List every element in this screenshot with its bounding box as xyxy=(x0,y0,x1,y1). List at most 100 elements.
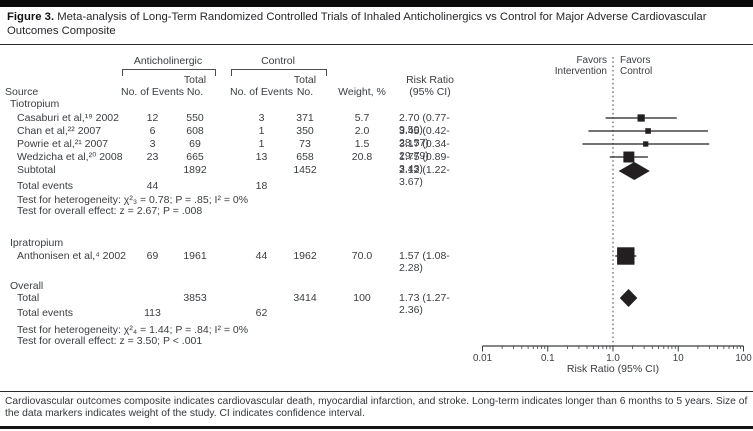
stats-text: Test for heterogeneity: χ²₄ = 1.44; P = … xyxy=(17,324,249,336)
total-events-label: Total events xyxy=(17,307,74,319)
risk-ratio-value: 2.70 (0.77-9.50) xyxy=(399,112,450,136)
total-anticholinergic: 3853 xyxy=(183,292,207,304)
total-anticholinergic: 608 xyxy=(186,125,204,137)
table-row-anthonisen: Anthonisen et al,⁴ 2002 69 1961 44 1962 … xyxy=(0,250,470,274)
total-control: 1452 xyxy=(293,164,317,176)
study-marker xyxy=(623,151,635,163)
study-marker xyxy=(645,128,651,134)
table-row-casaburi: Casaburi et al,¹⁹ 2002 12 550 3 371 5.7 … xyxy=(0,112,470,136)
col-header-source: Source xyxy=(5,86,39,98)
total-anticholinergic: 550 xyxy=(186,112,204,124)
stats-text: Test for overall effect: z = 3.50; P < .… xyxy=(17,335,203,347)
weight-value: 70.0 xyxy=(351,250,373,262)
stats-text: Test for heterogeneity: χ²₃ = 0.78; P = … xyxy=(17,194,249,206)
favors-intervention-label: Favors Intervention xyxy=(554,55,607,77)
col-header-events-control: No. of Events xyxy=(229,86,294,98)
events-control: 18 xyxy=(255,180,268,192)
axis-tick-label: 100 xyxy=(735,353,752,364)
events-anticholinergic: 6 xyxy=(149,125,156,137)
col-header-rr-line2: (95% CI) xyxy=(409,86,451,98)
risk-ratio-value: 3.45 (0.42-28.57) xyxy=(399,125,450,149)
control-bracket xyxy=(231,69,327,76)
group-header-control: Control xyxy=(261,55,295,67)
anticholinergic-bracket xyxy=(122,69,216,76)
study-label: Casaburi et al,¹⁹ 2002 xyxy=(17,112,119,124)
total-anticholinergic: 665 xyxy=(186,151,204,163)
section-label: Tiotropium xyxy=(10,98,60,110)
col-header-events-anticholinergic: No. of Events xyxy=(120,86,185,98)
col-header-total-line2: No. xyxy=(186,86,204,98)
subtotal-label: Subtotal xyxy=(17,164,56,176)
overall-effect-test-tiotropium: Test for overall effect: z = 2.67; P = .… xyxy=(0,205,470,217)
section-label: Overall xyxy=(10,280,44,292)
total-control: 1962 xyxy=(293,250,317,262)
total-events-label: Total events xyxy=(17,180,74,192)
col-header-weight: Weight, % xyxy=(338,86,386,98)
figure-caption: Cardiovascular outcomes composite indica… xyxy=(5,396,748,419)
figure-label: Figure 3. xyxy=(7,11,55,23)
heterogeneity-test-overall: Test for heterogeneity: χ²₄ = 1.44; P = … xyxy=(0,324,470,336)
study-label: Powrie et al,²¹ 2007 xyxy=(17,138,109,150)
risk-ratio-value: 2.12 (1.22-3.67) xyxy=(399,164,450,188)
heterogeneity-test-tiotropium: Test for heterogeneity: χ²₃ = 0.78; P = … xyxy=(0,194,470,206)
total-control: 3414 xyxy=(293,292,317,304)
events-control: 1 xyxy=(258,138,265,150)
col-header-risk-ratio: Risk Ratio (95% CI) xyxy=(398,74,462,98)
total-label: Total xyxy=(17,292,40,304)
events-control: 1 xyxy=(258,125,265,137)
study-label: Wedzicha et al,²⁰ 2008 xyxy=(17,151,123,163)
col-header-total-control: Total No. xyxy=(275,74,335,98)
axis-tick-label: 10 xyxy=(673,353,684,364)
total-anticholinergic: 69 xyxy=(189,138,201,150)
col-header-total-line1: Total xyxy=(183,74,207,86)
axis-tick-label: 0.1 xyxy=(541,353,555,364)
events-anticholinergic: 69 xyxy=(146,250,159,262)
total-control: 371 xyxy=(296,112,314,124)
table-row-subtotal: Subtotal 1892 1452 2.12 (1.22-3.67) xyxy=(0,164,470,188)
table-row-powrie: Powrie et al,²¹ 2007 3 69 1 73 1.5 3.17 … xyxy=(0,138,470,162)
events-anticholinergic: 12 xyxy=(146,112,159,124)
section-header-overall: Overall xyxy=(0,280,470,292)
events-anticholinergic: 23 xyxy=(146,151,159,163)
total-anticholinergic: 1892 xyxy=(183,164,207,176)
weight-value: 1.5 xyxy=(354,138,370,150)
table-row-total-events-overall: Total events 113 62 xyxy=(0,307,470,319)
caption-divider-top xyxy=(0,391,753,392)
stats-text: Test for overall effect: z = 2.67; P = .… xyxy=(17,205,203,217)
top-black-bar xyxy=(0,0,753,7)
axis-tick-label: 0.01 xyxy=(473,353,492,364)
col-header-total-anticholinergic: Total No. xyxy=(165,74,225,98)
title-divider xyxy=(0,44,753,45)
section-label: Ipratropium xyxy=(10,237,64,249)
total-control: 658 xyxy=(296,151,314,163)
overall-effect-test-overall: Test for overall effect: z = 3.50; P < .… xyxy=(0,335,470,347)
study-label: Chan et al,²² 2007 xyxy=(17,125,102,137)
pooled-diamond xyxy=(619,289,638,307)
weight-value: 5.7 xyxy=(354,112,370,124)
col-header-rr-line1: Risk Ratio xyxy=(406,74,454,86)
study-label: Anthonisen et al,⁴ 2002 xyxy=(17,250,127,262)
table-row-chan: Chan et al,²² 2007 6 608 1 350 2.0 3.45 … xyxy=(0,125,470,149)
events-control: 62 xyxy=(255,307,268,319)
study-marker xyxy=(637,114,645,122)
total-control: 350 xyxy=(296,125,314,137)
weight-value: 2.0 xyxy=(354,125,370,137)
section-header-tiotropium: Tiotropium xyxy=(0,98,470,110)
col-header-total-line1: Total xyxy=(293,74,317,86)
table-row-overall-total: Total 3853 3414 100 1.73 (1.27-2.36) xyxy=(0,292,470,316)
pooled-diamond xyxy=(618,162,650,180)
total-anticholinergic: 1961 xyxy=(183,250,207,262)
events-anticholinergic: 44 xyxy=(146,180,159,192)
axis-tick-label: 1.0 xyxy=(606,353,620,364)
weight-value: 100 xyxy=(353,292,371,304)
events-control: 44 xyxy=(255,250,268,262)
x-axis-label: Risk Ratio (95% CI) xyxy=(566,363,660,375)
section-header-ipratropium: Ipratropium xyxy=(0,237,470,249)
risk-ratio-value: 1.57 (1.08-2.28) xyxy=(399,250,450,274)
risk-ratio-value: 1.73 (1.27-2.36) xyxy=(399,292,450,316)
events-control: 13 xyxy=(255,151,268,163)
figure-title: Figure 3. Meta-analysis of Long-Term Ran… xyxy=(7,11,747,38)
bottom-rule xyxy=(0,426,753,429)
table-row-wedzicha: Wedzicha et al,²⁰ 2008 23 665 13 658 20.… xyxy=(0,151,470,175)
